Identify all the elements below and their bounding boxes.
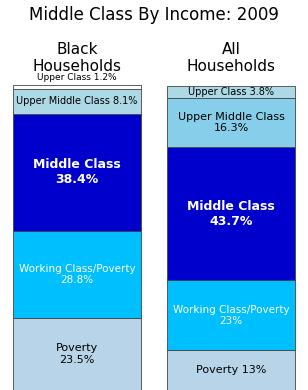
Text: Working Class/Poverty
28.8%: Working Class/Poverty 28.8% [19, 264, 135, 285]
Bar [167, 147, 295, 280]
Text: Upper Class 3.8%: Upper Class 3.8% [188, 87, 274, 97]
Bar [13, 230, 141, 318]
Text: Middle Class
38.4%: Middle Class 38.4% [33, 158, 121, 186]
Text: Upper Class 1.2%: Upper Class 1.2% [37, 73, 117, 82]
Text: Middle Class By Income: 2009: Middle Class By Income: 2009 [29, 6, 279, 24]
Bar [13, 85, 141, 89]
Text: Upper Middle Class 8.1%: Upper Middle Class 8.1% [16, 96, 138, 106]
Bar [167, 98, 295, 147]
Text: Middle Class
43.7%: Middle Class 43.7% [187, 200, 275, 228]
Bar [167, 280, 295, 350]
Text: Working Class/Poverty
23%: Working Class/Poverty 23% [173, 305, 289, 326]
Bar [167, 86, 295, 98]
Text: Poverty 13%: Poverty 13% [196, 365, 266, 375]
Bar [13, 89, 141, 113]
Text: Black
Households: Black Households [33, 42, 121, 74]
Bar [167, 350, 295, 390]
Bar [13, 113, 141, 230]
Bar [13, 318, 141, 390]
Text: Upper Middle Class
16.3%: Upper Middle Class 16.3% [178, 112, 284, 133]
Text: All
Households: All Households [187, 42, 275, 74]
Text: Poverty
23.5%: Poverty 23.5% [56, 344, 98, 365]
